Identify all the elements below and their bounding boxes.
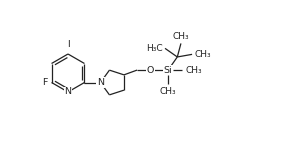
Text: H₃C: H₃C bbox=[146, 44, 163, 53]
Text: F: F bbox=[42, 78, 47, 87]
Text: CH₃: CH₃ bbox=[185, 66, 202, 75]
Text: CH₃: CH₃ bbox=[160, 87, 176, 96]
Text: CH₃: CH₃ bbox=[194, 50, 211, 59]
Text: Si: Si bbox=[164, 66, 172, 75]
Text: CH₃: CH₃ bbox=[173, 32, 189, 41]
Text: I: I bbox=[67, 40, 69, 49]
Text: N: N bbox=[97, 78, 104, 87]
Text: N: N bbox=[65, 87, 72, 97]
Text: O: O bbox=[146, 66, 154, 75]
